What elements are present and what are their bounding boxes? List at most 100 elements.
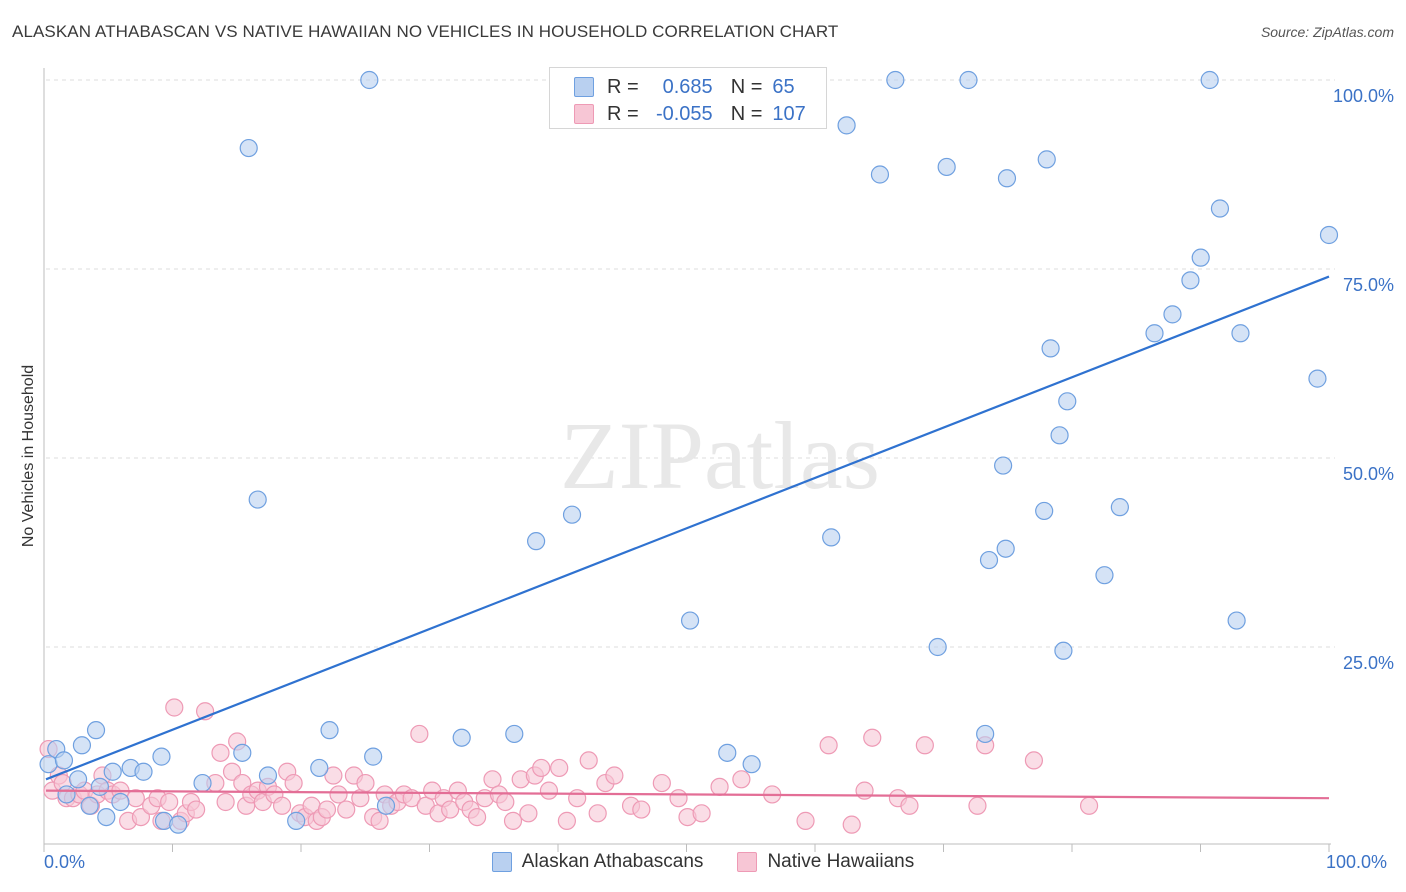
alaskan-athabascan-point [1035,501,1054,521]
native-hawaiian-point [579,751,598,770]
native-hawaiian-point [842,815,861,834]
alaskan-athabascan-point [1050,426,1069,445]
x-tick-max: 100.0% [1326,852,1388,872]
alaskan-athabascan-point [1181,271,1200,290]
y-tick-label: 100.0% [1332,86,1394,106]
native-hawaiian-point [503,811,523,830]
athabascan-trend-line [45,275,1330,781]
alaskan-athabascan-point [718,743,737,762]
alaskan-athabascan-point [310,758,329,778]
alaskan-athabascan-point [68,770,88,789]
alaskan-athabascan-point [994,456,1013,475]
stats-legend: R = 0.685 N = 65 R = -0.055 N = 107 [549,67,827,129]
alaskan-athabascan-point [376,796,396,815]
alaskan-athabascan-point [1041,339,1060,358]
alaskan-athabascan-point [1095,566,1114,585]
native-hawaiian-point [441,800,460,819]
alaskan-athabascan-point [111,792,130,812]
native-hawaiian-point [329,785,348,804]
alaskan-athabascan-point [39,755,58,774]
native-hawaiian-point [652,773,671,793]
y-tick-label: 25.0% [1342,653,1394,673]
alaskan-athabascan-point [1227,611,1246,630]
legend-row-athabascan: R = 0.685 N = 65 [574,74,816,100]
native-hawaiian-point [284,773,303,793]
native-hawaiian-point [692,804,711,823]
alaskan-athabascan-point [937,157,956,177]
native-hawaiian-point [1079,796,1099,815]
native-hawaiian-point [317,800,337,819]
native-hawaiian-point [410,724,429,744]
native-hawaiian-point [532,758,551,778]
alaskan-athabascan-point [870,165,890,184]
native-hawaiian-point [187,800,206,819]
r-label: R = [607,75,639,98]
alaskan-athabascan-point [452,728,471,747]
legend-label: Native Hawaiians [767,851,915,872]
alaskan-athabascan-point [86,721,106,740]
n-label: N = [730,75,763,98]
alaskan-athabascans-points [39,70,1339,834]
alaskan-athabascan-point [72,736,92,755]
y-tick-label: 75.0% [1342,275,1394,295]
native-hawaiian-point [900,796,919,815]
alaskan-athabascan-point [134,762,153,781]
native-hawaiian-point [496,792,515,812]
alaskan-athabascan-point [979,550,999,570]
native-hawaiian-point [710,777,729,796]
native-hawaiian-point [550,758,569,778]
native-hawaiian-point [968,796,987,815]
y-tick-label: 50.0% [1342,464,1394,484]
gridlines [46,79,1335,648]
native-hawaiian-point [669,789,688,808]
alaskan-athabascan-point [505,724,524,744]
native-hawaiian-point [402,789,421,808]
alaskan-athabascan-point [258,766,278,785]
alaskan-athabascan-point [364,747,383,766]
native-hawaiian-point [222,762,242,781]
native-hawaiian-point [324,766,343,785]
native-hawaiian-point [557,811,576,830]
native-hawaiian-point [131,807,151,827]
native-hawaiian-point [483,770,502,789]
legend-item-athabascans[interactable]: Alaskan Athabascans [491,851,704,873]
alaskan-athabascan-point [1037,150,1056,169]
native-hawaiian-point [915,736,934,755]
native-hawaiian-point [519,804,538,823]
x-tick-min: 0.0% [44,852,86,872]
alaskan-athabascan-point [1058,392,1077,411]
native-hawaiian-point [539,781,559,800]
legend-item-hawaiians[interactable]: Native Hawaiians [737,851,914,873]
legend-swatch-pink [737,852,758,872]
legend-label: Alaskan Athabascans [521,851,704,872]
alaskan-athabascan-point [193,773,212,793]
native-hawaiian-point [337,800,356,819]
alaskan-athabascan-point [1210,199,1230,218]
native-hawaiian-point [211,743,230,762]
native-hawaiian-point [216,792,235,812]
alaskan-athabascan-point [103,762,122,781]
alaskan-athabascan-point [360,70,379,90]
legend-row-hawaiian: R = -0.055 N = 107 [574,101,816,127]
alaskan-athabascan-point [239,138,258,158]
native-hawaiian-point [819,736,838,755]
legend-swatch-pink [574,104,594,124]
r-value: -0.055 [655,102,713,125]
native-hawaiian-point [732,770,751,789]
series-legend: Alaskan Athabascans Native Hawaiians [0,851,1406,873]
alaskan-athabascan-point [976,724,995,744]
native-hawaiian-point [1024,751,1044,770]
chart-title: ALASKAN ATHABASCAN VS NATIVE HAWAIIAN NO… [12,22,839,41]
native-hawaiian-point [796,811,815,830]
alaskan-athabascan-point [822,528,841,547]
alaskan-athabascan-point [1200,70,1219,90]
source-credit: Source: ZipAtlas.com [1260,24,1394,40]
alaskan-athabascan-point [80,796,99,815]
native-hawaiian-point [370,811,389,830]
alaskan-athabascan-point [680,611,700,630]
alaskan-athabascan-point [233,743,252,762]
alaskan-athabascan-point [1145,324,1164,343]
hawaiian-trend-line [45,789,1330,800]
alaskan-athabascan-point [90,777,109,796]
